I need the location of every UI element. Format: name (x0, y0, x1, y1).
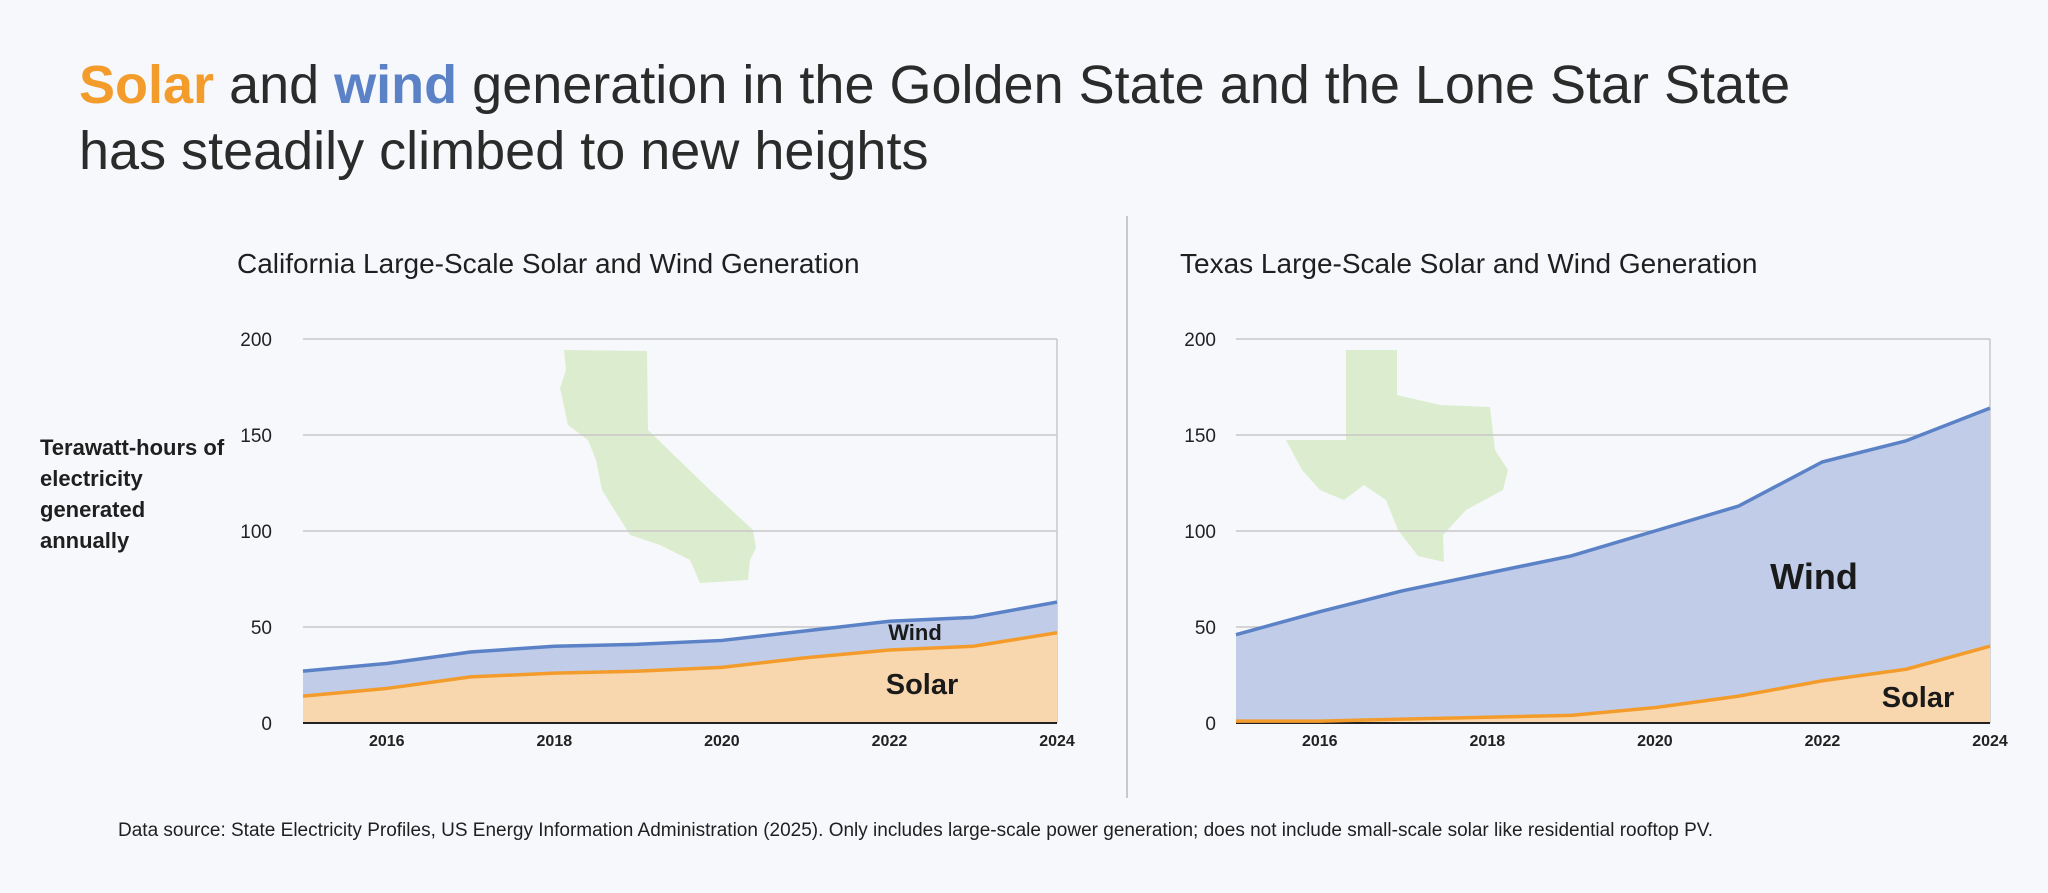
source-note: Data source: State Electricity Profiles,… (118, 820, 1714, 841)
ca-ytick-150: 150 (240, 426, 272, 447)
ca-xtick-2024: 2024 (1039, 733, 1075, 750)
ca-solar-line (302, 631, 1058, 698)
tx-xtick-2022: 2022 (1805, 733, 1841, 750)
tx-xtick-2024: 2024 (1972, 733, 2008, 750)
tx-xtick-2018: 2018 (1470, 733, 1506, 750)
headline-solar-word: Solar (79, 55, 215, 115)
chart-divider (1126, 216, 1128, 798)
tx-wind-area (1236, 408, 1990, 722)
tx-wind-label: Wind (1770, 556, 1858, 597)
headline-and-word: and (214, 55, 335, 115)
tx-ytick-50: 50 (1195, 618, 1216, 639)
ca-wind-label: Wind (888, 620, 942, 645)
tx-solar-label: Solar (1882, 682, 1955, 714)
ca-ytick-50: 50 (251, 618, 272, 639)
tx-solar-line (1236, 644, 1991, 723)
ca-wind-area (303, 602, 1057, 697)
tx-ytick-150: 150 (1184, 426, 1216, 447)
headline-wind-word: wind (334, 55, 458, 115)
tx-xtick-2016: 2016 (1302, 733, 1338, 750)
tx-chart-title: Texas Large-Scale Solar and Wind Generat… (1180, 248, 1757, 279)
tx-chart: Texas Large-Scale Solar and Wind Generat… (1180, 248, 2008, 750)
headline-line2: has steadily climbed to new heights (79, 121, 929, 181)
ca-xtick-2018: 2018 (537, 733, 573, 750)
tx-xtick-2020: 2020 (1637, 733, 1673, 750)
headline: Solar and wind generation in the Golden … (79, 52, 1979, 184)
ca-chart-title: California Large-Scale Solar and Wind Ge… (237, 248, 860, 279)
tx-ytick-0: 0 (1205, 714, 1216, 735)
ca-xtick-2020: 2020 (704, 733, 740, 750)
ca-ytick-100: 100 (240, 522, 272, 543)
ca-solar-label: Solar (886, 669, 959, 701)
ca-xtick-2016: 2016 (369, 733, 405, 750)
tx-ytick-200: 200 (1184, 330, 1216, 351)
tx-solar-area (1236, 646, 1990, 723)
ca-ytick-200: 200 (240, 330, 272, 351)
ca-wind-line (302, 600, 1058, 673)
california-shape-icon (560, 350, 756, 583)
headline-rest-line1: generation in the Golden State and the L… (457, 55, 1791, 115)
ca-chart: California Large-Scale Solar and Wind Ge… (237, 248, 1075, 750)
ca-ytick-0: 0 (261, 714, 272, 735)
ca-solar-area (303, 632, 1057, 723)
tx-ytick-100: 100 (1184, 522, 1216, 543)
ca-xtick-2022: 2022 (872, 733, 908, 750)
tx-wind-line (1235, 406, 1991, 637)
texas-shape-icon (1286, 350, 1508, 562)
y-axis-label: Terawatt-hours of electricity generated … (40, 435, 225, 553)
